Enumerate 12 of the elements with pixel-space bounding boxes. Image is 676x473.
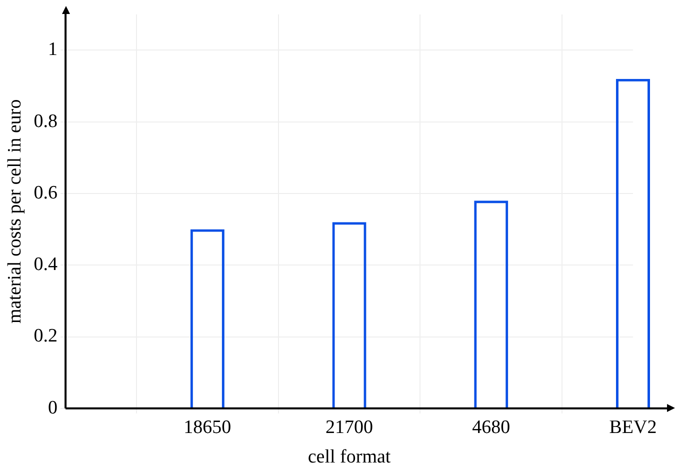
y-axis-title: material costs per cell in euro (4, 99, 26, 324)
y-tick-label: 0.2 (34, 326, 58, 347)
x-tick-label: 18650 (184, 416, 232, 438)
y-tick-label: 0 (48, 397, 58, 418)
y-tick-label: 0.6 (34, 182, 58, 204)
y-tick-label: 0.8 (34, 110, 58, 132)
x-tick-label: 4680 (472, 416, 510, 438)
x-tick-label: 21700 (326, 416, 374, 438)
y-tick-label: 0.4 (34, 254, 58, 276)
x-axis-title: cell format (308, 446, 392, 468)
x-tick-label: BEV2 (609, 416, 657, 438)
y-tick-label: 1 (48, 39, 58, 60)
